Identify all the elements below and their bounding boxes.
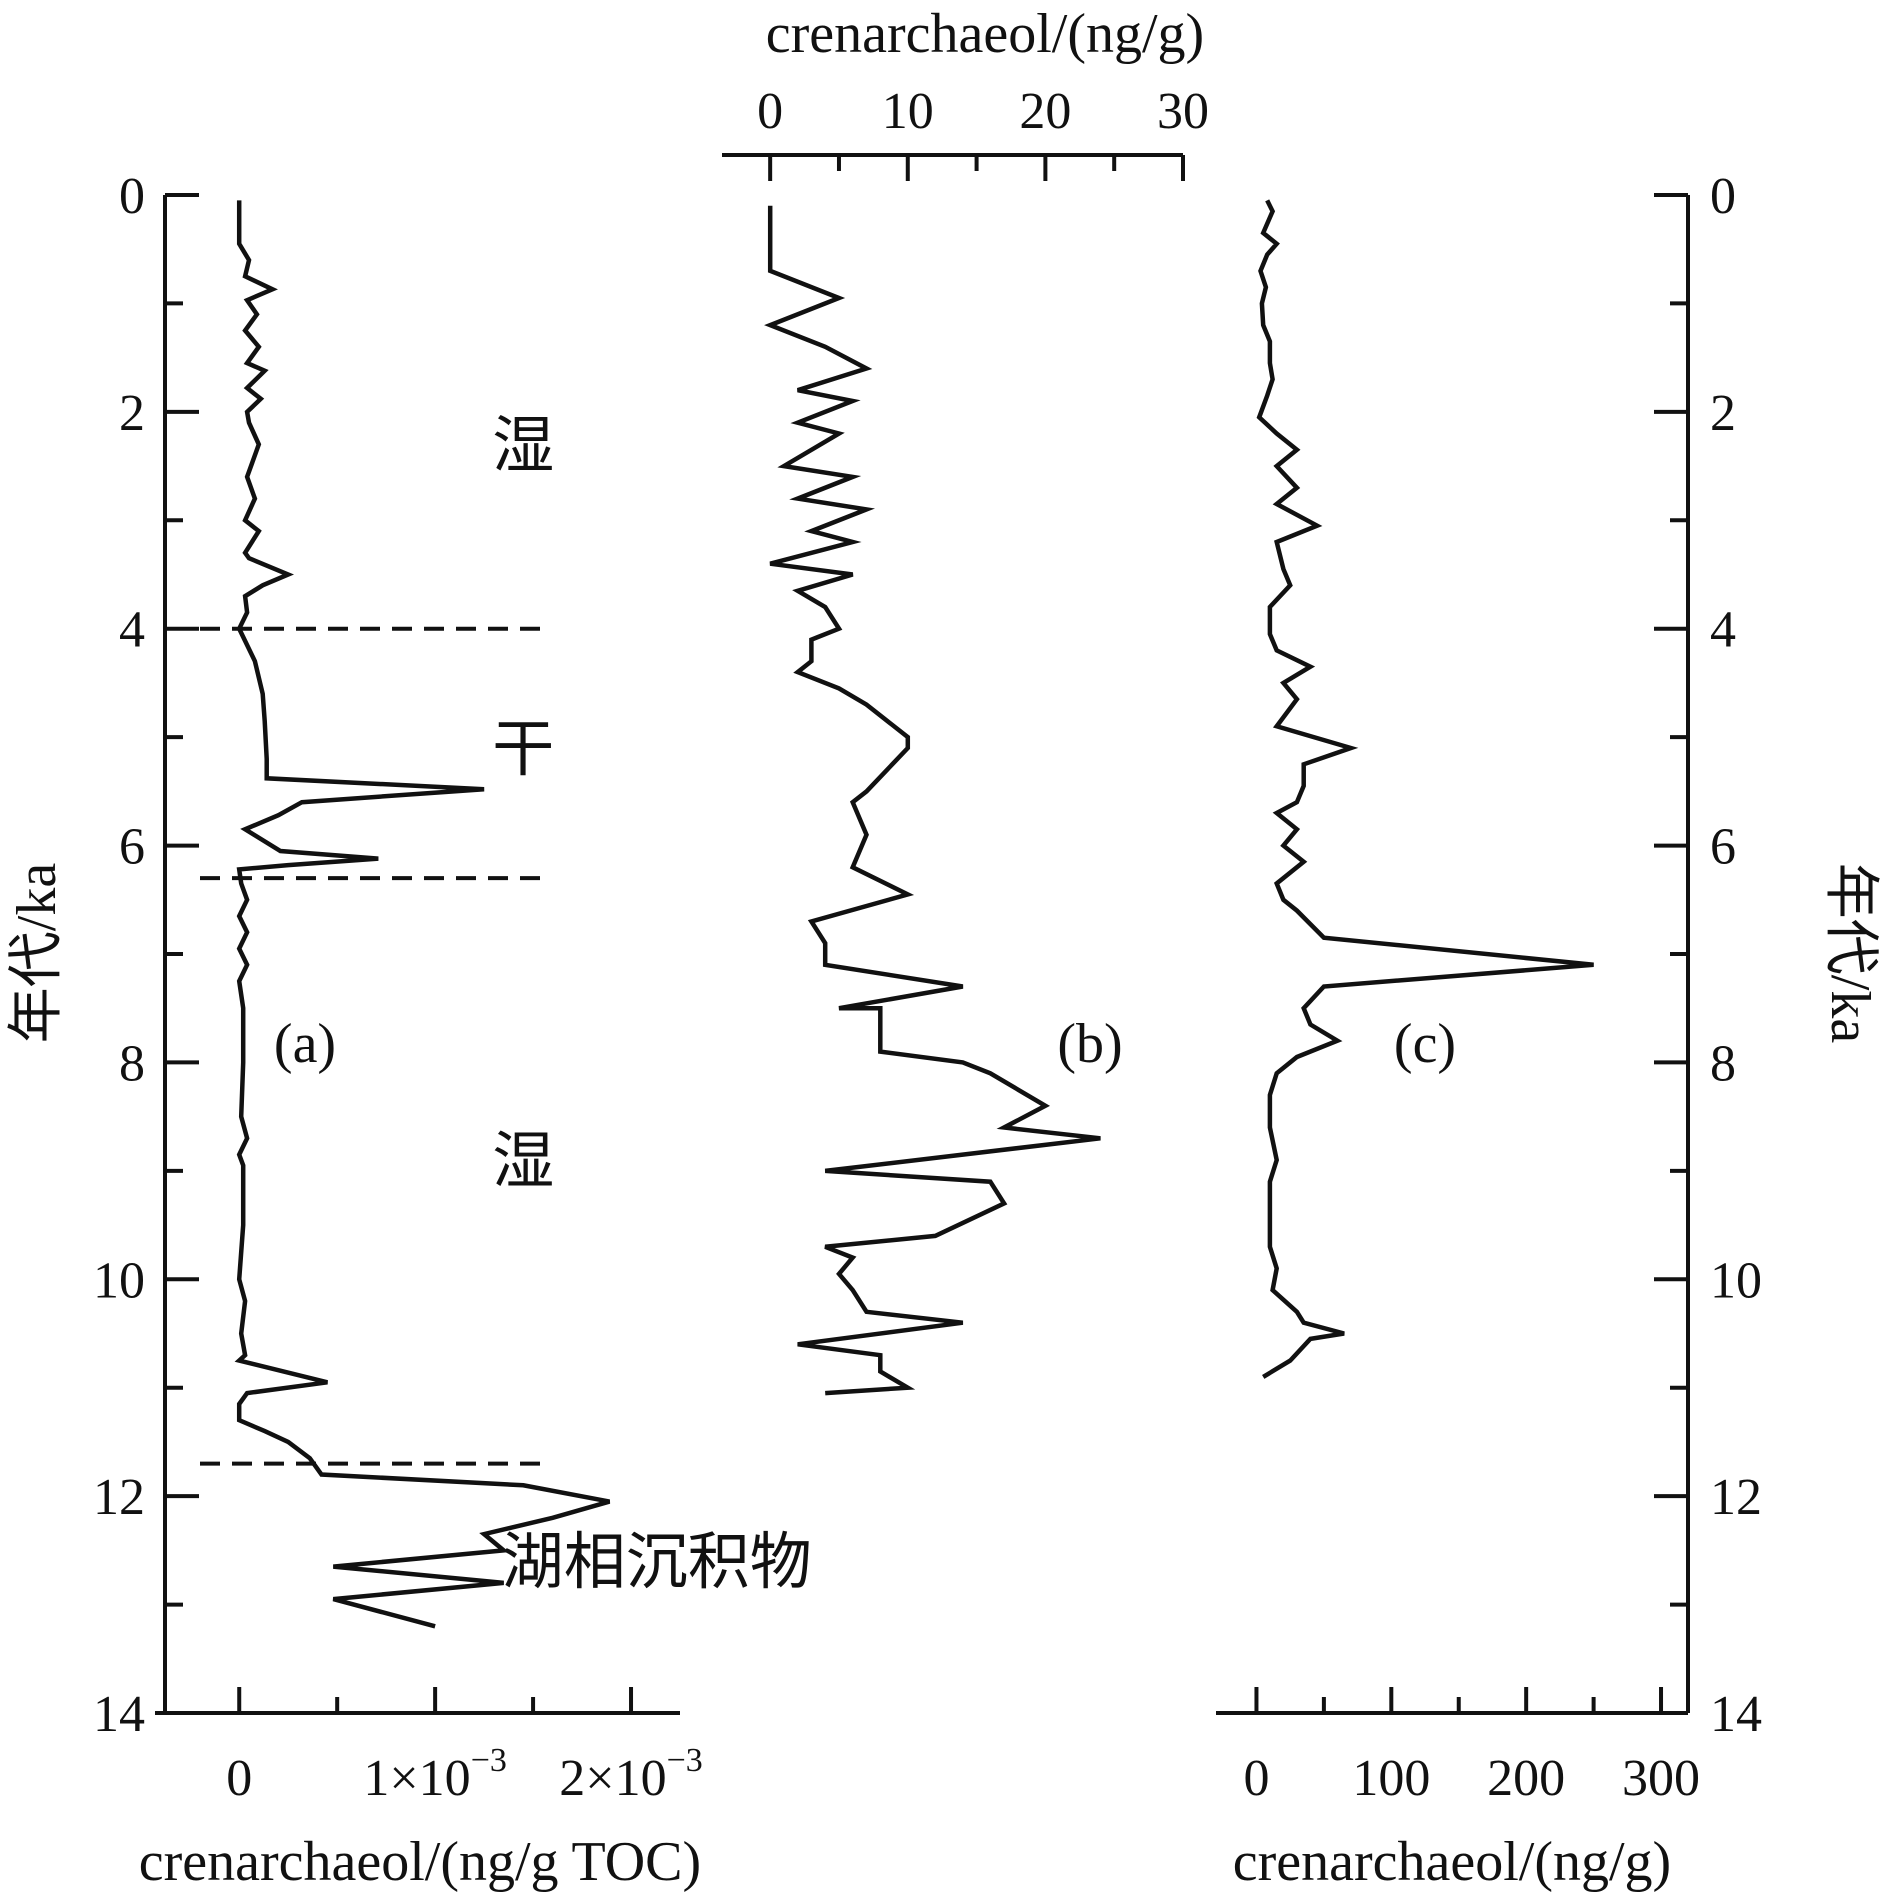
annotation-lake-sediment: 湖相沉积物 bbox=[502, 1529, 812, 1597]
x-axis-title: crenarchaeol/(ng/g TOC) bbox=[139, 1831, 701, 1893]
x-axis-title: crenarchaeol/(ng/g) bbox=[1233, 1831, 1671, 1893]
x-tick-label: 100 bbox=[1352, 1750, 1430, 1807]
y-tick-label: 8 bbox=[1710, 1035, 1736, 1092]
y-tick-label: 12 bbox=[93, 1469, 145, 1526]
annotation-climate: 干 bbox=[492, 716, 554, 784]
series-line bbox=[764, 205, 1101, 1396]
panel-label: (b) bbox=[1057, 1013, 1122, 1075]
y-tick-label: 14 bbox=[1710, 1686, 1762, 1743]
x-tick-label: 0 bbox=[757, 83, 783, 140]
x-tick-label: 0 bbox=[1243, 1750, 1269, 1807]
y-axis-title: 年代/ka bbox=[6, 863, 68, 1044]
y-tick-label: 14 bbox=[93, 1686, 145, 1743]
x-tick-label: 2×10−3 bbox=[559, 1742, 703, 1807]
x-tick-label: 300 bbox=[1622, 1750, 1700, 1807]
series-line bbox=[234, 200, 611, 1629]
x-tick-label: 10 bbox=[882, 83, 934, 140]
panel-label: (a) bbox=[274, 1013, 336, 1075]
y-tick-label: 0 bbox=[119, 168, 145, 225]
panel-b: 0 10 20 30 crenarchaeol/(ng/g) (b) bbox=[722, 3, 1209, 1396]
y-tick-label: 8 bbox=[119, 1035, 145, 1092]
y-axis-title: 年代/ka bbox=[1819, 863, 1881, 1044]
panel-a: 0 1×10−3 2×10−3 crenarchaeol/(ng/g TOC) 0 2 4 6… bbox=[6, 168, 812, 1893]
x-tick-label: 30 bbox=[1157, 83, 1209, 140]
y-tick-label: 6 bbox=[119, 819, 145, 876]
y-tick-label: 2 bbox=[119, 385, 145, 442]
x-tick-label: 20 bbox=[1019, 83, 1071, 140]
y-tick-label: 4 bbox=[119, 602, 145, 659]
annotation-climate: 湿 bbox=[492, 1128, 554, 1196]
x-tick-label: 1×10−3 bbox=[363, 1742, 507, 1807]
x-tick-label: 200 bbox=[1487, 1750, 1565, 1807]
y-tick-label: 0 bbox=[1710, 168, 1736, 225]
panel-label: (c) bbox=[1394, 1013, 1456, 1075]
y-tick-label: 4 bbox=[1710, 602, 1736, 659]
x-axis-title: crenarchaeol/(ng/g) bbox=[766, 3, 1204, 65]
y-tick-label: 12 bbox=[1710, 1469, 1762, 1526]
panel-c: 0 100 200 300 crenarchaeol/(ng/g) 0 2 4 6 8 10 12 14… bbox=[1216, 168, 1881, 1893]
series-line bbox=[1256, 199, 1594, 1379]
x-tick-label: 0 bbox=[226, 1750, 252, 1807]
y-tick-label: 10 bbox=[1710, 1252, 1762, 1309]
y-tick-label: 6 bbox=[1710, 819, 1736, 876]
y-tick-label: 10 bbox=[93, 1252, 145, 1309]
y-tick-label: 2 bbox=[1710, 385, 1736, 442]
annotation-climate: 湿 bbox=[492, 412, 554, 480]
